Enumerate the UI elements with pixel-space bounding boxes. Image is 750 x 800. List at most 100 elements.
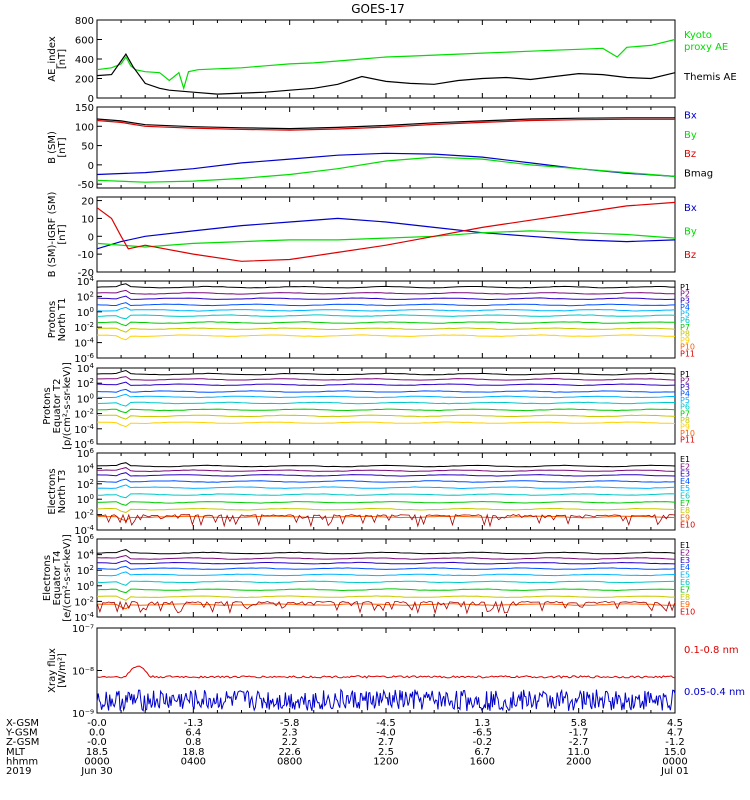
x-axis-value: -5.8 bbox=[280, 718, 300, 729]
channel-label: P5 bbox=[680, 396, 690, 405]
x-axis-value: 22.6 bbox=[279, 747, 301, 758]
noisy-channel-line bbox=[96, 600, 676, 615]
channel-label: P4 bbox=[680, 390, 690, 399]
channel-label: E6 bbox=[680, 578, 690, 587]
x-axis-value: 4.7 bbox=[667, 728, 683, 739]
y-axis-label: Electrons bbox=[47, 468, 58, 514]
y-tick-label: 104 bbox=[77, 275, 95, 288]
flux-channel-line bbox=[97, 493, 676, 499]
y-tick-label: 600 bbox=[75, 36, 94, 47]
series-bx bbox=[96, 217, 676, 250]
panel-xray: Xray flux [W/m²] 10⁻⁹ 10⁻⁸ 10⁻⁷ 0.1-0.8 nm 0.0… bbox=[47, 624, 745, 720]
panel-frame bbox=[96, 196, 676, 273]
x-axis-row-label: Y-GSM bbox=[5, 728, 38, 739]
channel-label: E7 bbox=[680, 585, 690, 594]
plot-title: GOES-17 bbox=[351, 2, 405, 16]
x-axis-value: -1.2 bbox=[665, 737, 685, 748]
series-bz bbox=[96, 118, 675, 131]
y-tick-label: 10-2 bbox=[74, 509, 94, 522]
y-tick-label: 102 bbox=[77, 377, 94, 390]
flux-channel-line bbox=[96, 549, 676, 555]
y-axis-label: [W/m²] bbox=[57, 653, 68, 688]
y-axis-label: Protons bbox=[47, 301, 58, 338]
panel-enorth: Electrons North T310-410-2100102104106E1E… bbox=[47, 447, 695, 537]
panel-frame bbox=[96, 452, 676, 531]
y-tick-label: 0 bbox=[88, 94, 94, 105]
series-by bbox=[96, 230, 676, 248]
channel-label: E10 bbox=[680, 521, 695, 530]
x-axis-value: -6.5 bbox=[473, 728, 493, 739]
flux-channel-line bbox=[96, 500, 676, 506]
panel-pnorth: Protons North T110-610-410-2100102104P1P2… bbox=[47, 275, 695, 365]
channel-label: E1 bbox=[680, 541, 690, 550]
flux-channel-line bbox=[96, 388, 676, 393]
channel-label: P9 bbox=[680, 422, 690, 431]
y-axis-label: Equator T2 bbox=[52, 379, 63, 434]
panel-bigrf: B (SM)-IGRF (SM) [nT] -20 -10 0 10 20 Bx By Bz bbox=[47, 192, 697, 279]
x-axis-value: 6.7 bbox=[474, 747, 490, 758]
channel-label: P4 bbox=[680, 303, 690, 312]
flux-channel-line bbox=[96, 321, 675, 327]
channel-label: E3 bbox=[680, 556, 690, 565]
y-tick-label: 106 bbox=[77, 533, 95, 546]
y-axis-label: AE_index bbox=[47, 36, 58, 82]
channel-label: E10 bbox=[680, 608, 695, 617]
x-axis-value: 2.5 bbox=[378, 747, 394, 758]
series-kyoto-proxy-ae bbox=[96, 38, 676, 91]
channel-label: E2 bbox=[680, 548, 690, 557]
legend-entry: Themis AE bbox=[683, 72, 737, 83]
legend-entry: 0.1-0.8 nm bbox=[684, 645, 739, 656]
flux-channel-line bbox=[96, 565, 676, 570]
flux-channel-line bbox=[96, 334, 676, 341]
channel-label: P10 bbox=[680, 343, 695, 352]
legend-entry: Bx bbox=[684, 111, 697, 122]
channel-label: E3 bbox=[680, 470, 690, 479]
y-axis-label: [nT] bbox=[57, 224, 68, 244]
flux-channel-line bbox=[96, 306, 676, 312]
flux-channel-line bbox=[96, 302, 676, 307]
series-themis-ae bbox=[96, 52, 676, 95]
channel-label: P6 bbox=[680, 403, 690, 412]
flux-channel-line bbox=[96, 462, 676, 468]
legend-entry: Bmag bbox=[684, 168, 713, 179]
channel-label: E6 bbox=[680, 492, 690, 501]
channel-label: E4 bbox=[680, 563, 690, 572]
year-label: 2019 bbox=[6, 766, 31, 777]
y-tick-label: 400 bbox=[75, 55, 94, 66]
channel-label: P9 bbox=[680, 336, 690, 345]
x-axis-value: 0.0 bbox=[89, 728, 105, 739]
series-0.1-0.8 nm bbox=[96, 665, 676, 679]
y-tick-label: 100 bbox=[77, 392, 94, 405]
date-start: Jun 30 bbox=[80, 766, 113, 777]
channel-label: P11 bbox=[680, 349, 695, 358]
y-tick-label: 10-2 bbox=[74, 408, 94, 421]
y-tick-label: 102 bbox=[77, 564, 94, 577]
y-tick-label: 0 bbox=[88, 161, 94, 172]
x-axis-value: 1200 bbox=[373, 756, 398, 767]
channel-label: E8 bbox=[680, 506, 690, 515]
flux-channel-line bbox=[97, 376, 676, 381]
flux-channel-line bbox=[97, 560, 676, 565]
y-tick-label: 10⁻⁹ bbox=[72, 709, 94, 720]
panel-eeq: Electrons Equator T4 [e/(cm²-s-sr-keV)] 10-… bbox=[42, 533, 695, 624]
legend-entry: Bx bbox=[684, 203, 697, 214]
x-axis-value: 1.3 bbox=[474, 718, 490, 729]
y-tick-label: 0 bbox=[88, 232, 94, 243]
channel-label: E7 bbox=[680, 499, 690, 508]
x-axis-value: 0000 bbox=[84, 756, 109, 767]
flux-channel-line bbox=[96, 401, 675, 407]
x-axis-value: 5.8 bbox=[571, 718, 587, 729]
channel-label: P2 bbox=[680, 290, 690, 299]
x-axis-row-label: X-GSM bbox=[6, 718, 39, 729]
x-axis-value: -4.5 bbox=[376, 718, 396, 729]
channel-label: E8 bbox=[680, 593, 690, 602]
x-axis-value: 6.4 bbox=[185, 728, 201, 739]
y-axis-label: North T3 bbox=[57, 470, 68, 514]
flux-channel-line bbox=[96, 515, 676, 522]
flux-channel-line bbox=[96, 314, 676, 320]
x-axis-value: 0400 bbox=[181, 756, 206, 767]
x-axis-row-label: hhmm bbox=[6, 756, 38, 767]
panel-peq: Protons Equator T2 [p/(cm²-s-sr-keV)] 10-61… bbox=[42, 362, 695, 451]
y-tick-label: 200 bbox=[75, 75, 94, 86]
